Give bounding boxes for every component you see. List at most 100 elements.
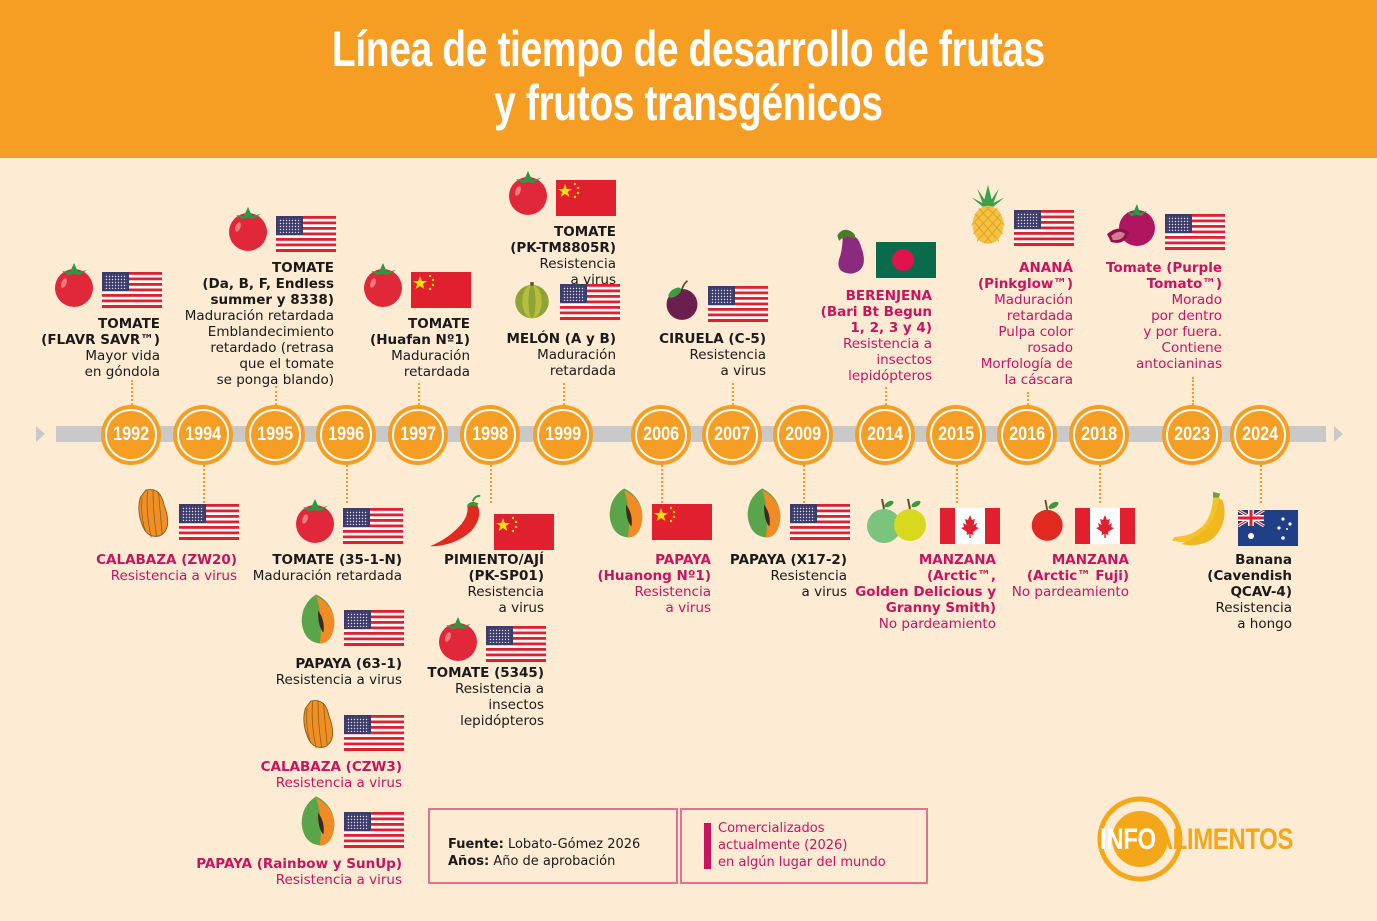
papaya-icon xyxy=(298,792,338,848)
year-label: 2018 xyxy=(1081,424,1117,445)
entry-2007: CIRUELA (C-5) Resistencia a virus xyxy=(659,331,766,379)
entry-description: Maduración retardada xyxy=(252,568,402,584)
entry-icons xyxy=(436,612,546,662)
year-marker-2014: 2014 xyxy=(855,405,915,465)
entry-2009: PAPAYA (X17-2) Resistencia a virus xyxy=(730,552,847,600)
entry-description: Resistencia a virus xyxy=(110,568,237,584)
entry-2015: MANZANA (Arctic™, Golden Delicious y Gra… xyxy=(855,552,996,632)
papaya-icon xyxy=(606,484,646,540)
entry-2023: Tomate (Purple Tomato™) Morado por dentro… xyxy=(1106,260,1222,372)
entry-icons xyxy=(1105,200,1225,250)
year-marker-2006: 2006 xyxy=(631,405,691,465)
entry-description: Maduración retardada Emblandecimiento re… xyxy=(184,308,334,388)
year-label: 2024 xyxy=(1242,424,1278,445)
title-line-1: Línea de tiempo de desarrollo de frutas xyxy=(331,21,1045,77)
entry-1994: CALABAZA (ZW20) Resistencia a virus xyxy=(96,552,237,584)
entry-description: Mayor vida en góndola xyxy=(84,348,160,380)
entry-icons xyxy=(1029,494,1135,544)
flag-canada-icon xyxy=(1075,508,1135,544)
years-value: Año de aprobación xyxy=(493,854,616,869)
year-marker-2016: 2016 xyxy=(997,405,1057,465)
entry-icons xyxy=(133,484,239,540)
entry-icons xyxy=(606,484,712,540)
tomato-icon xyxy=(226,202,270,252)
entry-icons xyxy=(864,494,1000,544)
entry-name: CALABAZA (ZW20) xyxy=(96,552,237,568)
entry-2014: BERENJENA (Bari Bt Begun 1, 2, 3 y 4) Res… xyxy=(821,288,932,384)
flag-usa-icon xyxy=(344,812,404,848)
page-title: Línea de tiempo de desarrollo de frutas … xyxy=(151,22,1225,130)
flag-china-icon xyxy=(556,180,616,216)
connector-1998 xyxy=(490,465,492,503)
entry-icons xyxy=(662,276,768,322)
year-marker-1995: 1995 xyxy=(245,405,305,465)
year-marker-1997: 1997 xyxy=(388,405,448,465)
entry-description: Maduración retardada Pulpa color rosado … xyxy=(980,292,1073,388)
entry-name: TOMATE (35-1-N) xyxy=(272,552,402,568)
entry-name: CALABAZA (CZW3) xyxy=(260,759,402,775)
entry-name: Tomate (Purple Tomato™) xyxy=(1106,260,1222,292)
entry-icons xyxy=(361,258,471,308)
entry-icons xyxy=(298,792,404,848)
year-label: 1997 xyxy=(400,424,436,445)
year-marker-2015: 2015 xyxy=(926,405,986,465)
year-label: 1994 xyxy=(185,424,221,445)
source-label: Fuente: xyxy=(448,837,504,852)
entry-1999: TOMATE (PK-TM8805R) Resistencia a virus xyxy=(510,224,616,288)
source-value: Lobato-Gómez 2026 xyxy=(507,837,641,852)
flag-china-icon xyxy=(494,514,554,550)
entry-description: Resistencia a virus xyxy=(467,584,545,616)
connector-2023 xyxy=(1192,377,1194,405)
connector-1995 xyxy=(275,386,277,405)
year-marker-2024: 2024 xyxy=(1230,405,1290,465)
entry-name: MANZANA (Arctic™ Fuji) xyxy=(1026,552,1129,584)
logo-alimentos-text: ALIMENTOS xyxy=(1155,823,1294,856)
connector-2024 xyxy=(1260,465,1262,503)
year-label: 2015 xyxy=(938,424,974,445)
year-marker-1992: 1992 xyxy=(101,405,161,465)
year-marker-2009: 2009 xyxy=(773,405,833,465)
connector-2016 xyxy=(1027,392,1029,405)
flag-usa-icon xyxy=(790,504,850,540)
flag-usa-icon xyxy=(179,504,239,540)
flag-usa-icon xyxy=(344,715,404,751)
entry-1999: MELÓN (A y B) Maduración retardada xyxy=(506,331,616,379)
year-marker-1999: 1999 xyxy=(533,405,593,465)
timeline-start-arrow-icon xyxy=(36,426,45,442)
entry-1996: CALABAZA (CZW3) Resistencia a virus xyxy=(261,759,402,791)
entry-description: No pardeamiento xyxy=(878,616,996,632)
entry-description: Resistencia a hongo xyxy=(1215,600,1293,632)
year-label: 2023 xyxy=(1174,424,1210,445)
flag-usa-icon xyxy=(1165,214,1225,250)
eggplant-icon xyxy=(830,222,870,278)
green-yellow-apples-icon xyxy=(864,494,934,544)
entry-icons xyxy=(226,202,336,252)
entry-1998: PIMIENTO/AJÍ (PK-SP01) Resistencia a viru… xyxy=(444,552,544,616)
year-label: 1996 xyxy=(328,424,364,445)
pineapple-icon xyxy=(968,180,1008,246)
flag-bangladesh-icon xyxy=(876,242,936,278)
entry-icons xyxy=(298,590,404,646)
flag-usa-icon xyxy=(276,216,336,252)
tomato-icon xyxy=(361,258,405,308)
connector-2009 xyxy=(803,465,805,503)
entry-description: Resistencia a virus xyxy=(689,347,767,379)
entry-name: PAPAYA (Rainbow y SunUp) xyxy=(196,856,402,872)
entry-icons xyxy=(510,276,620,320)
year-label: 2006 xyxy=(643,424,679,445)
connector-1997 xyxy=(418,383,420,405)
entry-2006: PAPAYA (Huanong Nº1) Resistencia a virus xyxy=(597,552,711,616)
logo-info-text: INFO xyxy=(1100,823,1156,856)
year-marker-2018: 2018 xyxy=(1069,405,1129,465)
year-label: 2014 xyxy=(867,424,903,445)
entry-1997: TOMATE (Huafan Nº1) Maduración retardada xyxy=(370,316,470,380)
flag-usa-icon xyxy=(560,284,620,320)
connector-2014 xyxy=(885,387,887,405)
entry-description: Resistencia a virus xyxy=(770,568,848,600)
header-banner: Línea de tiempo de desarrollo de frutas … xyxy=(0,0,1377,158)
infoalimentos-logo: INFOALIMENTOS xyxy=(1096,795,1306,899)
tomato-icon xyxy=(293,494,337,544)
year-marker-1998: 1998 xyxy=(460,405,520,465)
entry-name: CIRUELA (C-5) xyxy=(659,331,766,347)
flag-usa-icon xyxy=(486,626,546,662)
